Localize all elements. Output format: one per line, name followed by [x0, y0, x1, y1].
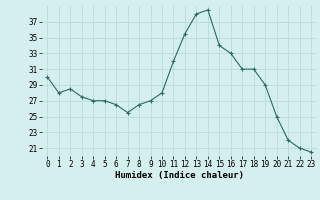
- X-axis label: Humidex (Indice chaleur): Humidex (Indice chaleur): [115, 171, 244, 180]
